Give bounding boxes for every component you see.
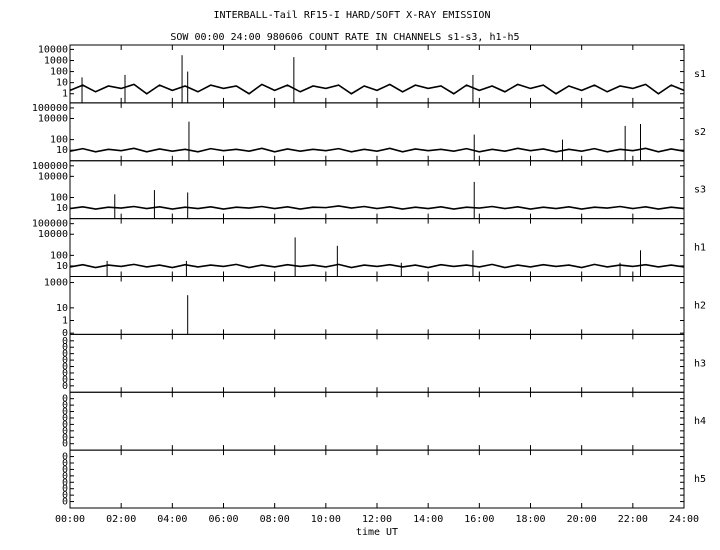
x-tick-label: 18:00 bbox=[515, 514, 545, 525]
x-tick-label: 08:00 bbox=[260, 514, 290, 525]
y-tick-label: 0 bbox=[62, 328, 68, 339]
y-tick-label: 100000 bbox=[32, 219, 68, 230]
x-tick-label: 04:00 bbox=[157, 514, 187, 525]
y-tick-label: 0 bbox=[62, 355, 68, 366]
y-tick-label: 0 bbox=[62, 342, 68, 353]
y-tick-label: 0 bbox=[62, 374, 68, 385]
count-rate-line bbox=[69, 205, 685, 210]
y-tick-label: 100 bbox=[50, 67, 68, 78]
count-rate-line bbox=[69, 263, 685, 269]
y-tick-label: 0 bbox=[62, 432, 68, 443]
chart-subtitle: SOW 00:00 24:00 980606 COUNT RATE IN CHA… bbox=[170, 32, 519, 43]
y-tick-label: 0 bbox=[62, 336, 68, 347]
y-tick-label: 10 bbox=[56, 261, 68, 272]
y-tick-label: 0 bbox=[62, 400, 68, 411]
y-tick-label: 0 bbox=[62, 368, 68, 379]
y-tick-label: 0 bbox=[62, 381, 68, 392]
y-tick-label: 0 bbox=[62, 394, 68, 405]
y-tick-label: 0 bbox=[62, 413, 68, 424]
y-tick-label: 10 bbox=[56, 303, 68, 314]
y-tick-label: 100 bbox=[50, 192, 68, 203]
y-tick-label: 0 bbox=[62, 407, 68, 418]
panel-label: h3 bbox=[694, 358, 706, 369]
x-tick-label: 10:00 bbox=[311, 514, 341, 525]
y-tick-label: 1000 bbox=[44, 278, 68, 289]
x-tick-label: 22:00 bbox=[618, 514, 648, 525]
panel-label: h2 bbox=[694, 300, 706, 311]
y-tick-label: 0 bbox=[62, 419, 68, 430]
y-tick-label: 0 bbox=[62, 439, 68, 450]
y-tick-label: 10 bbox=[56, 203, 68, 214]
chart-title: INTERBALL-Tail RF15-I HARD/SOFT X-RAY EM… bbox=[214, 10, 491, 21]
x-tick-label: 02:00 bbox=[106, 514, 136, 525]
y-tick-label: 0 bbox=[62, 362, 68, 373]
y-tick-label: 0 bbox=[62, 464, 68, 475]
y-tick-label: 0 bbox=[62, 490, 68, 501]
panel-label: s2 bbox=[694, 127, 706, 138]
y-tick-label: 0 bbox=[62, 497, 68, 508]
y-tick-label: 1000 bbox=[44, 55, 68, 66]
y-tick-label: 0 bbox=[62, 458, 68, 469]
x-tick-label: 16:00 bbox=[464, 514, 494, 525]
panel-label: h5 bbox=[694, 474, 706, 485]
y-tick-label: 100000 bbox=[32, 103, 68, 114]
x-tick-label: 00:00 bbox=[55, 514, 85, 525]
y-tick-label: 100 bbox=[50, 250, 68, 261]
count-rate-line bbox=[69, 83, 685, 95]
y-tick-label: 0 bbox=[62, 477, 68, 488]
y-tick-label: 10 bbox=[56, 78, 68, 89]
panel-label: s1 bbox=[694, 69, 706, 80]
panel-label: s3 bbox=[694, 185, 706, 196]
y-tick-label: 0 bbox=[62, 484, 68, 495]
y-tick-label: 1 bbox=[62, 89, 68, 100]
y-tick-label: 0 bbox=[62, 452, 68, 463]
y-tick-label: 0 bbox=[62, 471, 68, 482]
panel-label: h4 bbox=[694, 416, 706, 427]
x-tick-label: 06:00 bbox=[208, 514, 238, 525]
y-tick-label: 0 bbox=[62, 349, 68, 360]
y-tick-label: 100000 bbox=[32, 161, 68, 172]
y-tick-label: 10 bbox=[56, 145, 68, 156]
y-tick-label: 100 bbox=[50, 135, 68, 146]
x-tick-label: 24:00 bbox=[669, 514, 699, 525]
y-tick-label: 0 bbox=[62, 426, 68, 437]
y-tick-label: 10000 bbox=[38, 171, 68, 182]
x-axis-label: time UT bbox=[356, 527, 398, 538]
panel-label: h1 bbox=[694, 243, 706, 254]
y-tick-label: 10000 bbox=[38, 44, 68, 55]
x-tick-label: 14:00 bbox=[413, 514, 443, 525]
y-tick-label: 10000 bbox=[38, 229, 68, 240]
count-rate-line bbox=[69, 147, 685, 153]
x-tick-label: 12:00 bbox=[362, 514, 392, 525]
y-tick-label: 10000 bbox=[38, 113, 68, 124]
x-tick-label: 20:00 bbox=[567, 514, 597, 525]
y-tick-label: 1 bbox=[62, 315, 68, 326]
